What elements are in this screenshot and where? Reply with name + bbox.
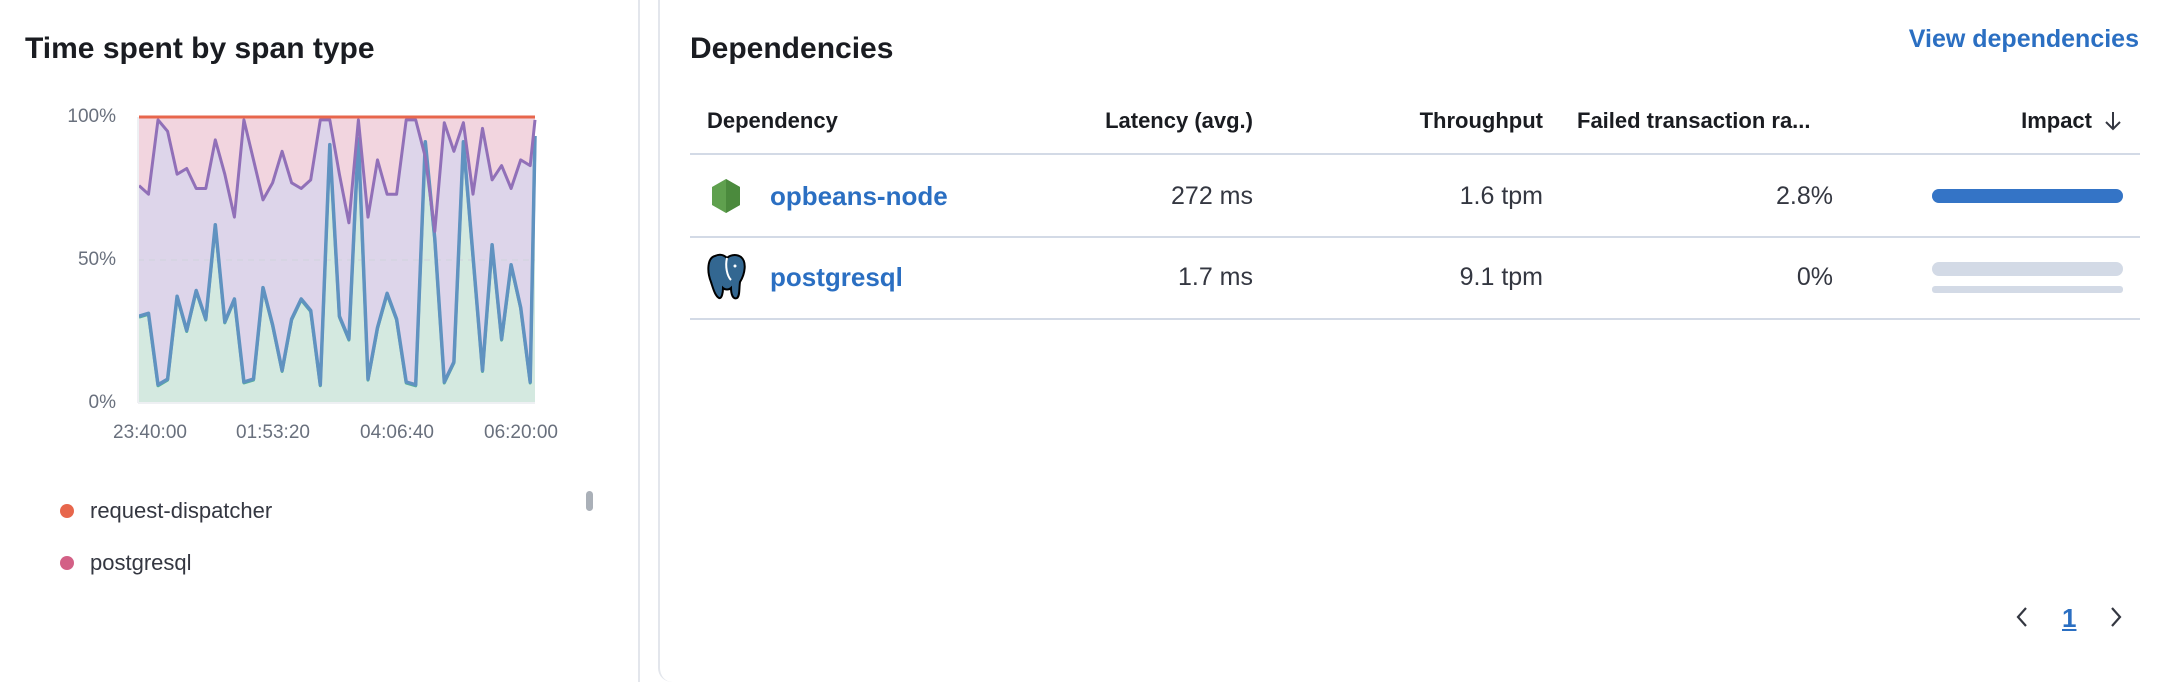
dependencies-panel [658,0,2164,682]
impact-bar-fill [1932,189,2123,203]
column-header-latency[interactable]: Latency (avg.) [1105,108,1253,133]
row-divider [690,236,2140,238]
line-overlay-series-0 [138,135,537,387]
previous-page-button[interactable] [2012,602,2032,639]
y-tick-100: 100% [67,106,116,127]
postgresql-icon [705,252,749,307]
y-tick-50: 50% [77,249,116,270]
column-header-failed-rate[interactable]: Failed transaction ra... [1577,108,1811,133]
impact-bar [1932,189,2123,203]
throughput-value: 9.1 tpm [1459,263,1543,291]
span-type-title: Time spent by span type [25,32,375,65]
x-tick: 23:40:00 [113,422,187,443]
failed-rate-value: 0% [1796,263,1833,291]
latency-value: 272 ms [1171,182,1253,210]
latency-value: 1.7 ms [1177,263,1253,291]
span-type-chart [137,115,537,404]
legend-dot-icon [60,556,74,570]
view-dependencies-link[interactable]: View dependencies [1908,25,2139,53]
row-divider [690,318,2140,320]
legend-scrollbar[interactable] [586,491,593,511]
x-tick: 04:06:40 [360,422,434,443]
dependencies-title: Dependencies [690,32,894,65]
impact-bar [1932,262,2123,276]
legend-item-request-dispatcher[interactable]: request-dispatcher [60,498,272,524]
arrow-down-icon [2105,112,2121,131]
dependency-link-postgresql[interactable]: postgresql [770,262,903,292]
dependency-link-opbeans-node[interactable]: opbeans-node [770,181,948,211]
line-series-1 [137,118,537,233]
panel-divider [638,0,640,682]
impact-bar-track [1932,286,2123,293]
legend-dot-icon [60,504,74,518]
next-page-button[interactable] [2106,602,2126,639]
column-header-throughput[interactable]: Throughput [1419,108,1543,133]
impact-label: Impact [2021,108,2092,133]
x-tick: 06:20:00 [484,422,558,443]
header-divider [690,153,2140,155]
failed-rate-value: 2.8% [1776,182,1833,210]
column-header-impact[interactable]: Impact [2021,108,2124,134]
nodejs-icon [710,178,742,219]
x-tick: 01:53:20 [236,422,310,443]
page-1-button[interactable]: 1 [2062,603,2077,633]
y-tick-0: 0% [88,392,116,413]
column-header-dependency[interactable]: Dependency [707,108,838,133]
throughput-value: 1.6 tpm [1459,182,1543,210]
legend-label: postgresql [90,550,192,575]
legend-label: request-dispatcher [90,498,273,523]
legend-item-postgresql[interactable]: postgresql [60,550,192,576]
